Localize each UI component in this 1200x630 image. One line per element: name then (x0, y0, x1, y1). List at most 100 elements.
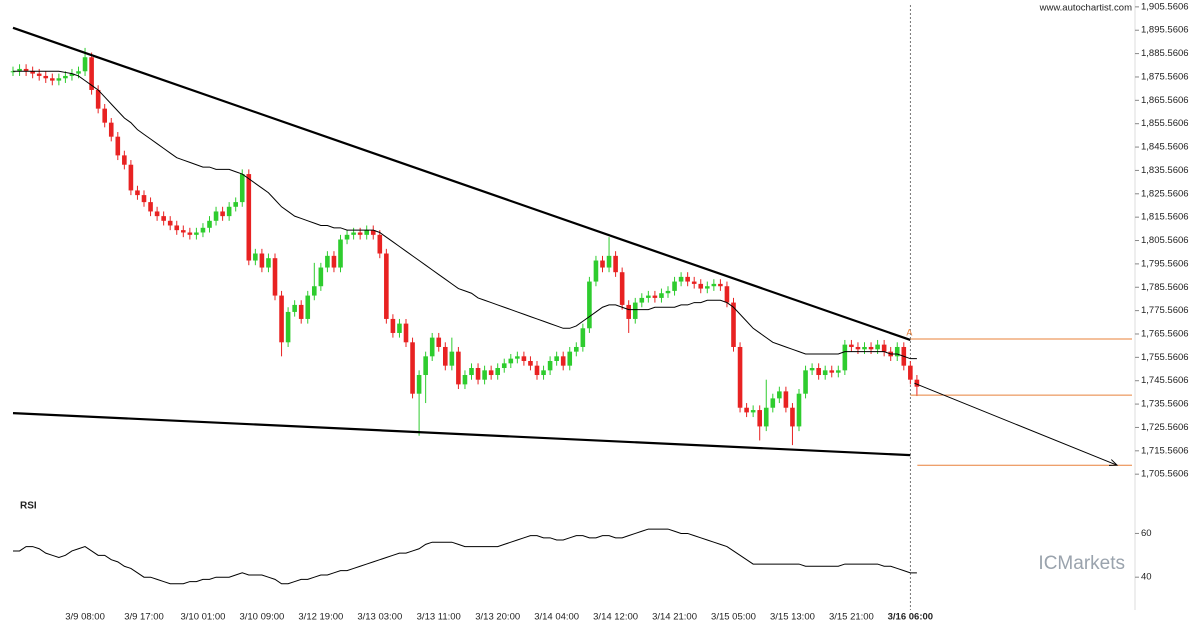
candle-body (508, 358, 514, 364)
candle-body (547, 360, 553, 371)
candle-body (894, 346, 900, 357)
candle-body (370, 230, 376, 235)
candle-body (757, 410, 762, 427)
y-tick-label: 1,765.5606 (1141, 328, 1189, 339)
candle-body (803, 370, 808, 394)
candle-body (534, 365, 540, 376)
trendline (12, 26, 911, 342)
candle-body (770, 398, 776, 408)
candle-body (482, 370, 487, 380)
candle-body (364, 230, 369, 235)
candle-body (718, 283, 723, 287)
candle-body (305, 295, 311, 319)
candle-body (842, 344, 848, 371)
candle-body (122, 155, 127, 165)
candle-body (154, 211, 160, 217)
y-tick-label: 1,745.5606 (1141, 375, 1189, 386)
candle-body (312, 286, 317, 296)
x-tick-label: 3/10 09:00 (239, 612, 284, 623)
candle-body (429, 337, 435, 357)
candle-body (619, 272, 625, 305)
candle-body (443, 346, 448, 366)
candle-body (528, 360, 533, 366)
rsi-line (13, 528, 917, 585)
candle-body (403, 323, 409, 343)
candle-body (836, 370, 841, 373)
y-tick-label: 1,705.5606 (1141, 469, 1189, 480)
candle-body (357, 232, 363, 235)
y-tick-label: 1,785.5606 (1141, 282, 1189, 293)
candle-body (89, 57, 94, 90)
candle-body (318, 267, 324, 287)
candle-body (541, 370, 546, 376)
candle-body (102, 108, 107, 123)
candle-body (272, 258, 278, 296)
candle-body (672, 281, 677, 291)
x-tick-label: 3/13 20:00 (475, 612, 520, 623)
candle-body (128, 164, 134, 191)
candle-body (646, 295, 651, 298)
candle-body (187, 232, 193, 235)
rsi-title: RSI (20, 501, 37, 512)
x-tick-label: 3/14 12:00 (593, 612, 638, 623)
candle-body (416, 375, 422, 394)
candle-body (698, 283, 704, 289)
candle-body (606, 255, 612, 268)
candle-body (777, 391, 782, 399)
candle-body (456, 351, 461, 385)
candle-body (194, 232, 199, 235)
candle-body (285, 311, 291, 343)
candle-body (488, 370, 494, 376)
candle-body (914, 379, 920, 387)
candle-body (567, 351, 573, 366)
x-tick-label: 3/15 13:00 (770, 612, 815, 623)
candle-body (822, 370, 828, 376)
candle-body (711, 283, 717, 287)
candle-body (875, 344, 880, 350)
candle-body (462, 375, 468, 385)
candle-body (115, 136, 121, 156)
candle-body (135, 190, 140, 196)
y-tick-label: 1,895.5606 (1141, 25, 1189, 36)
candle-body (279, 295, 284, 343)
candle-body (390, 318, 396, 333)
candle-body (501, 363, 507, 369)
candle-body (200, 227, 206, 233)
candle-body (410, 342, 415, 394)
y-tick-label: 1,755.5606 (1141, 352, 1189, 363)
candle-body (665, 290, 671, 294)
candle-body (816, 368, 821, 376)
candle-body (783, 391, 789, 408)
y-tick-label: 1,775.5606 (1141, 305, 1189, 316)
candle-body (436, 337, 442, 347)
y-tick-label: 40 (1141, 572, 1152, 583)
candle-body (639, 297, 645, 303)
candle-body (731, 302, 736, 347)
candle-body (737, 346, 743, 408)
candle-body (226, 206, 232, 217)
candle-body (705, 286, 710, 289)
candle-body (750, 410, 756, 413)
x-tick-label: 3/9 08:00 (65, 612, 105, 623)
candle-body (30, 71, 35, 74)
candle-body (495, 368, 500, 376)
y-tick-label: 1,715.5606 (1141, 445, 1189, 456)
candle-body (862, 346, 867, 350)
candle-body (82, 57, 88, 72)
y-tick-label: 1,875.5606 (1141, 71, 1189, 82)
x-tick-label: 3/16 06:00 (888, 612, 933, 623)
candle-body (809, 368, 815, 371)
candle-body (659, 293, 664, 298)
candle-body (574, 346, 579, 352)
candle-body (423, 356, 428, 376)
candle-body (292, 304, 297, 312)
y-tick-label: 1,735.5606 (1141, 399, 1189, 410)
y-tick-label: 1,905.5606 (1141, 1, 1189, 12)
candle-body (266, 258, 271, 268)
candle-body (475, 368, 481, 380)
watermark: www.autochartist.com (1039, 3, 1132, 14)
x-tick-label: 3/14 04:00 (534, 612, 579, 623)
